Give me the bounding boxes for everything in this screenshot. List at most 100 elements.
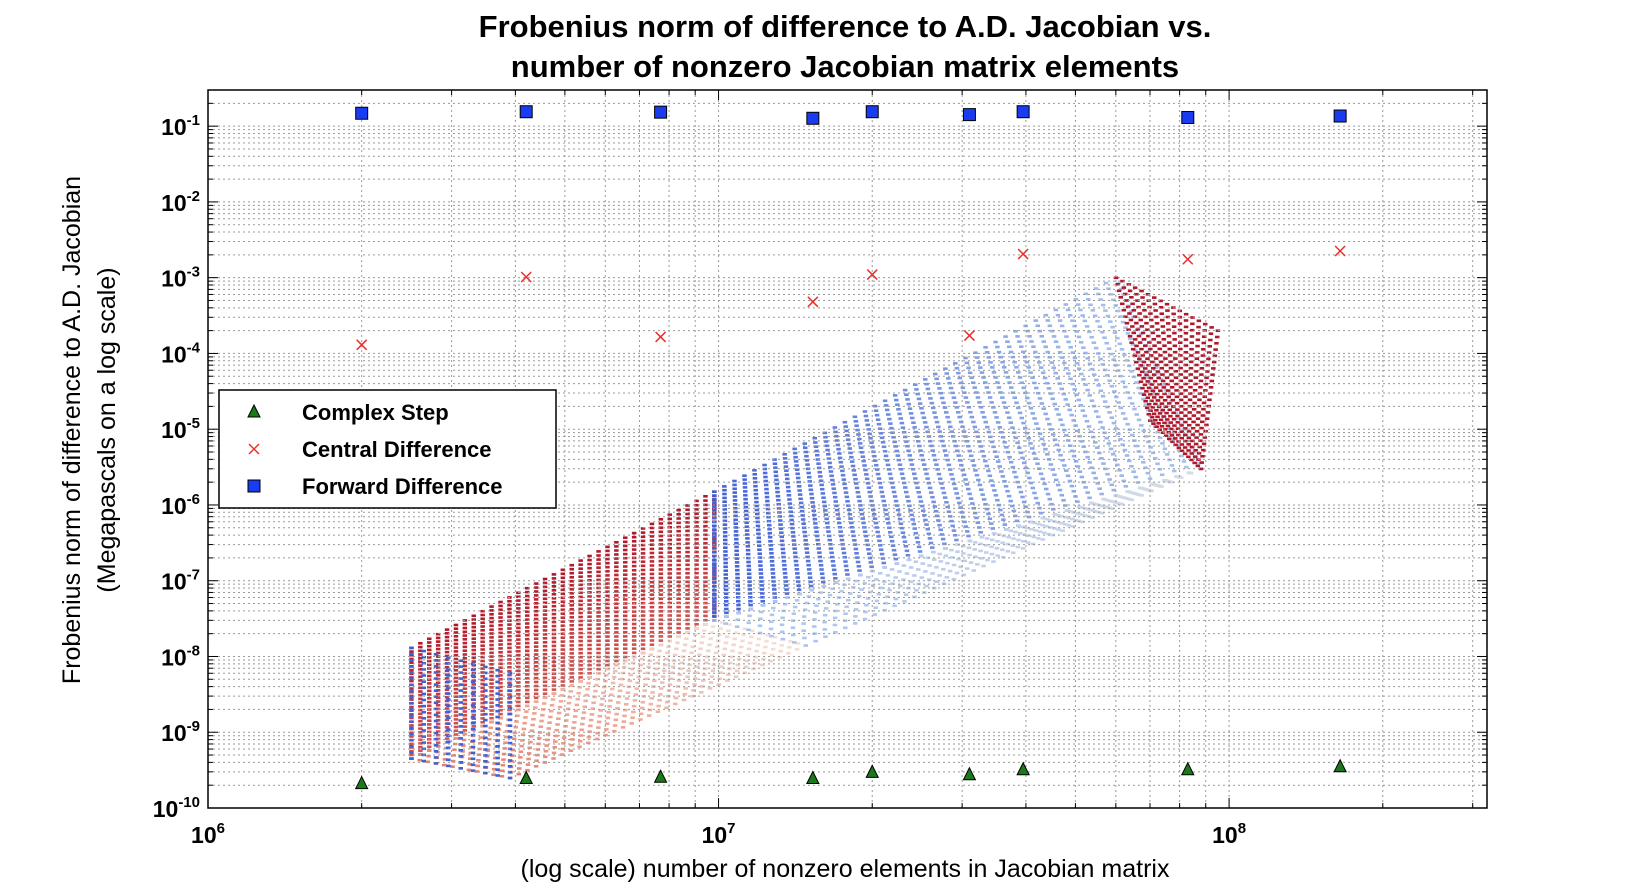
cube-dot — [1170, 440, 1175, 444]
cube-dot — [958, 420, 964, 424]
cube-dot — [498, 635, 503, 639]
cube-dot — [1109, 483, 1114, 487]
cube-dot — [1012, 470, 1017, 474]
cube-dot — [489, 624, 494, 628]
cube-dot — [623, 602, 628, 605]
cube-dot — [1058, 453, 1063, 457]
cube-dot — [733, 506, 738, 510]
cube-dot — [722, 485, 727, 488]
cube-dot — [471, 706, 476, 709]
cube-dot — [661, 669, 667, 673]
cube-dot — [1011, 509, 1017, 513]
cube-dot — [1165, 382, 1170, 386]
cube-dot — [489, 697, 494, 701]
cube-dot — [1044, 381, 1050, 385]
cube-dot — [755, 524, 761, 528]
x-stroke — [1017, 248, 1029, 260]
cube-dot — [703, 589, 708, 592]
cube-dot — [753, 655, 758, 659]
cube-dot — [908, 412, 914, 415]
cube-dot — [649, 530, 655, 534]
cube-dot — [775, 490, 780, 494]
cube-dot — [1199, 426, 1204, 430]
cube-dot — [1045, 417, 1050, 421]
cube-dot — [1172, 338, 1177, 341]
cube-dot — [587, 651, 592, 655]
cube-dot — [734, 553, 739, 556]
cube-dot — [489, 620, 494, 624]
cube-dot — [1119, 348, 1125, 351]
cube-dot — [587, 643, 592, 647]
cube-dot — [889, 568, 895, 571]
legend-marker — [248, 443, 260, 455]
cube-dot — [989, 401, 994, 404]
cube-dot — [995, 345, 1000, 349]
cube-dot — [551, 692, 557, 695]
cube-dot — [596, 578, 601, 582]
cube-dot — [679, 661, 685, 665]
cube-dot — [836, 447, 841, 451]
cube-dot — [827, 461, 832, 465]
cube-dot — [951, 529, 957, 532]
cube-dot — [516, 638, 521, 641]
cube-dot — [1161, 331, 1166, 335]
cube-dot — [907, 504, 912, 508]
cube-dot — [1045, 492, 1051, 496]
cube-dot — [640, 547, 646, 551]
cube-dot — [888, 477, 894, 480]
cube-dot — [596, 655, 601, 659]
cube-dot — [722, 496, 727, 500]
cube-dot — [623, 585, 628, 589]
cube-dot — [1004, 446, 1009, 449]
cube-dot — [634, 687, 639, 690]
cube-dot — [907, 407, 913, 410]
cube-dot — [1201, 448, 1206, 452]
cube-dot — [489, 636, 494, 639]
cube-dot — [433, 653, 439, 656]
cube-face-blue — [712, 276, 1204, 622]
cube-dot — [427, 663, 432, 667]
cube-dot — [812, 618, 817, 621]
cube-dot — [542, 644, 548, 648]
cube-dot — [965, 530, 970, 533]
cube-dot — [605, 549, 610, 553]
cube-dot — [759, 584, 764, 587]
cube-dot — [542, 601, 548, 604]
cube-dot — [578, 607, 583, 611]
cube-dot — [580, 717, 586, 720]
cube-dot — [854, 482, 859, 485]
cube-dot — [724, 600, 729, 603]
cube-dot — [1044, 487, 1049, 491]
cube-dot — [1047, 497, 1052, 501]
cube-dot — [1073, 297, 1079, 301]
cube-dot — [453, 684, 459, 687]
cube-dot — [948, 386, 954, 390]
cube-dot — [667, 563, 672, 567]
cube-dot — [818, 559, 823, 563]
cube-dot — [1150, 451, 1156, 455]
cube-dot — [1149, 318, 1154, 322]
cube-dot — [462, 634, 468, 637]
cube-dot — [1114, 395, 1119, 399]
cube-dot — [1173, 357, 1178, 360]
cube-dot — [873, 521, 879, 525]
cube-dot — [640, 626, 646, 630]
cube-dot — [1154, 392, 1160, 396]
cube-dot — [418, 642, 423, 645]
cube-dot — [884, 408, 890, 412]
cube-dot — [1010, 465, 1016, 469]
cube-dot — [685, 563, 690, 567]
cube-dot — [507, 683, 513, 687]
cube-dot — [418, 745, 423, 749]
cube-dot — [1025, 541, 1031, 544]
cube-dot — [876, 593, 882, 596]
cube-dot — [498, 685, 503, 689]
cube-dot — [591, 701, 596, 705]
cube-dot — [444, 658, 450, 661]
cube-dot — [957, 415, 962, 419]
cube-dot — [1105, 374, 1110, 377]
cube-dot — [1005, 489, 1010, 493]
cube-dot — [1149, 415, 1155, 419]
cube-dot — [1102, 505, 1107, 508]
cube-dot — [1141, 429, 1146, 433]
